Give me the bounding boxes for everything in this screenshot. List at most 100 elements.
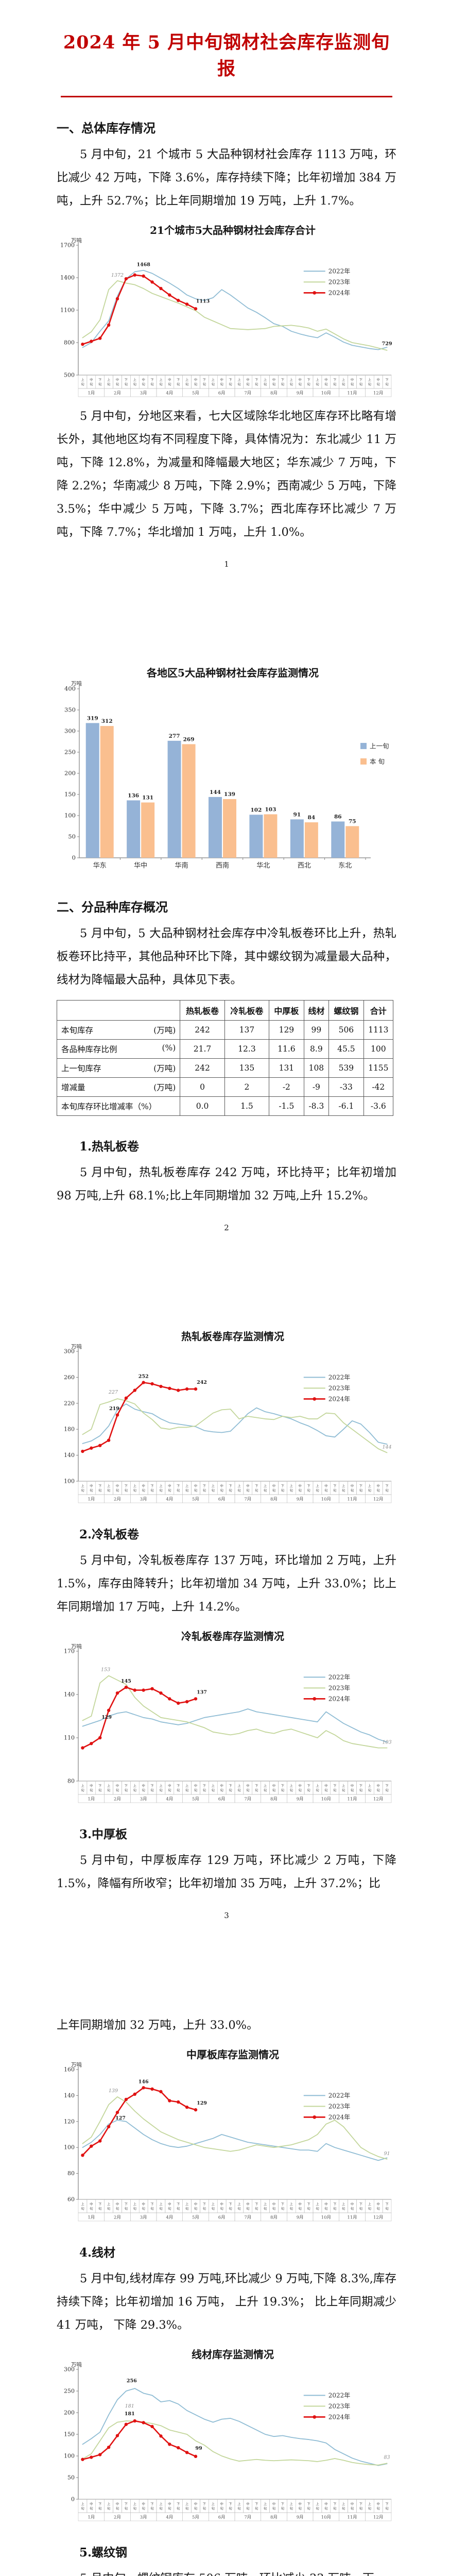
- svg-text:中: 中: [324, 377, 328, 382]
- svg-text:2024年: 2024年: [328, 1395, 351, 1402]
- svg-text:下: 下: [125, 2502, 128, 2506]
- svg-text:12月: 12月: [373, 2215, 383, 2221]
- table-column-header: 热轧板卷: [180, 1000, 225, 1021]
- svg-text:9月: 9月: [297, 2515, 304, 2520]
- svg-text:旬: 旬: [229, 382, 232, 386]
- svg-text:下: 下: [255, 2502, 258, 2506]
- svg-text:中: 中: [298, 2501, 302, 2506]
- svg-text:旬: 旬: [385, 1488, 389, 1493]
- svg-text:旬: 旬: [107, 2506, 111, 2511]
- svg-text:83: 83: [384, 2454, 390, 2460]
- svg-text:上: 上: [290, 377, 293, 382]
- svg-text:下: 下: [177, 1784, 180, 1788]
- svg-text:5月: 5月: [192, 391, 199, 396]
- svg-text:旬: 旬: [229, 2206, 232, 2211]
- svg-text:下: 下: [281, 1784, 285, 1788]
- table-cell: 21.7: [180, 1039, 225, 1059]
- svg-text:下: 下: [177, 2202, 180, 2206]
- svg-text:旬: 旬: [194, 1488, 198, 1493]
- svg-text:上: 上: [133, 1483, 137, 1488]
- svg-text:旬: 旬: [246, 382, 250, 386]
- svg-text:7月: 7月: [244, 1797, 251, 1802]
- svg-text:中: 中: [116, 1483, 119, 1488]
- svg-text:下: 下: [229, 2502, 232, 2506]
- svg-text:上: 上: [237, 1483, 241, 1488]
- svg-text:旬: 旬: [159, 382, 163, 386]
- svg-text:中: 中: [90, 1483, 93, 1488]
- svg-text:8月: 8月: [270, 2515, 278, 2520]
- svg-text:旬: 旬: [298, 2506, 302, 2511]
- svg-text:上: 上: [290, 1483, 293, 1488]
- svg-text:中: 中: [324, 1483, 328, 1488]
- svg-text:万吨: 万吨: [71, 1343, 82, 1350]
- svg-text:下: 下: [359, 378, 363, 382]
- svg-text:9月: 9月: [297, 2215, 304, 2221]
- svg-text:旬: 旬: [203, 2206, 206, 2211]
- svg-text:60: 60: [67, 2196, 75, 2203]
- svg-text:旬: 旬: [125, 1488, 128, 1493]
- svg-text:10月: 10月: [321, 1497, 331, 1502]
- cold-rolled-chart: 冷轧板卷库存监测情况 万吨 80 110 140 170 上旬中旬下旬上旬中旬下旬上旬中旬…: [54, 1628, 396, 1804]
- svg-text:上: 上: [264, 2501, 267, 2506]
- svg-text:中: 中: [246, 2201, 250, 2206]
- svg-text:上: 上: [368, 377, 372, 382]
- svg-text:中: 中: [168, 2501, 171, 2506]
- sub-heading-wire-rod: 4.线材: [79, 2246, 116, 2260]
- svg-text:旬: 旬: [376, 1788, 380, 1792]
- svg-text:旬: 旬: [290, 2206, 293, 2211]
- svg-text:旬: 旬: [246, 1488, 250, 1493]
- svg-text:中: 中: [194, 1783, 198, 1788]
- svg-text:1月: 1月: [88, 391, 95, 396]
- svg-text:旬: 旬: [298, 1488, 302, 1493]
- svg-text:旬: 旬: [212, 1488, 215, 1493]
- svg-text:下: 下: [281, 378, 285, 382]
- svg-text:中: 中: [142, 2201, 145, 2206]
- svg-text:旬: 旬: [333, 2206, 337, 2211]
- svg-text:上: 上: [133, 2201, 137, 2206]
- svg-text:137: 137: [197, 1689, 207, 1695]
- svg-text:下: 下: [307, 1484, 310, 1488]
- svg-text:中: 中: [324, 2201, 328, 2206]
- svg-text:2024年: 2024年: [328, 2413, 351, 2420]
- svg-text:旬: 旬: [255, 382, 258, 386]
- svg-text:下: 下: [333, 1484, 337, 1488]
- svg-text:0: 0: [71, 2496, 75, 2503]
- svg-text:旬: 旬: [150, 1488, 154, 1493]
- svg-text:3月: 3月: [140, 391, 147, 396]
- svg-text:旬: 旬: [125, 2206, 128, 2211]
- svg-text:旬: 旬: [81, 382, 84, 386]
- svg-text:1113: 1113: [196, 298, 210, 304]
- svg-text:4月: 4月: [166, 2215, 173, 2221]
- svg-text:146: 146: [139, 2079, 149, 2084]
- svg-text:旬: 旬: [237, 382, 241, 386]
- svg-text:旬: 旬: [298, 1788, 302, 1792]
- svg-text:旬: 旬: [81, 2206, 84, 2211]
- svg-text:上: 上: [81, 377, 84, 382]
- svg-text:旬: 旬: [142, 382, 145, 386]
- svg-text:旬: 旬: [385, 2206, 389, 2211]
- svg-text:200: 200: [64, 2410, 75, 2416]
- svg-text:中: 中: [194, 377, 198, 382]
- svg-text:西北: 西北: [298, 862, 311, 870]
- table-column-header: 线材: [303, 1000, 330, 1021]
- svg-text:5月: 5月: [192, 2515, 199, 2520]
- svg-text:上: 上: [264, 2201, 267, 2206]
- paragraph-plate-part2: 上年同期增加 32 万吨，上升 33.0%。: [57, 2019, 258, 2032]
- table-cell: -8.3: [303, 1096, 330, 1116]
- svg-text:上: 上: [212, 377, 215, 382]
- svg-text:2022年: 2022年: [328, 2392, 351, 2399]
- svg-text:旬: 旬: [272, 1488, 276, 1493]
- svg-text:旬: 旬: [177, 1788, 180, 1792]
- svg-text:旬: 旬: [307, 2506, 310, 2511]
- svg-text:277: 277: [169, 733, 180, 739]
- section-1-heading: 一、总体库存情况: [57, 121, 155, 135]
- svg-text:上: 上: [237, 377, 241, 382]
- svg-text:旬: 旬: [177, 382, 180, 386]
- svg-text:319: 319: [87, 715, 98, 721]
- svg-text:103: 103: [382, 1740, 391, 1745]
- svg-text:8月: 8月: [270, 1497, 278, 1502]
- svg-text:150: 150: [64, 791, 76, 798]
- svg-text:下: 下: [98, 2502, 102, 2506]
- total-inventory-chart: 21个城市5大品种钢材社会库存合计 万吨 500 800 1100 1400 1700 上旬…: [54, 222, 396, 398]
- svg-text:万吨: 万吨: [71, 2061, 82, 2068]
